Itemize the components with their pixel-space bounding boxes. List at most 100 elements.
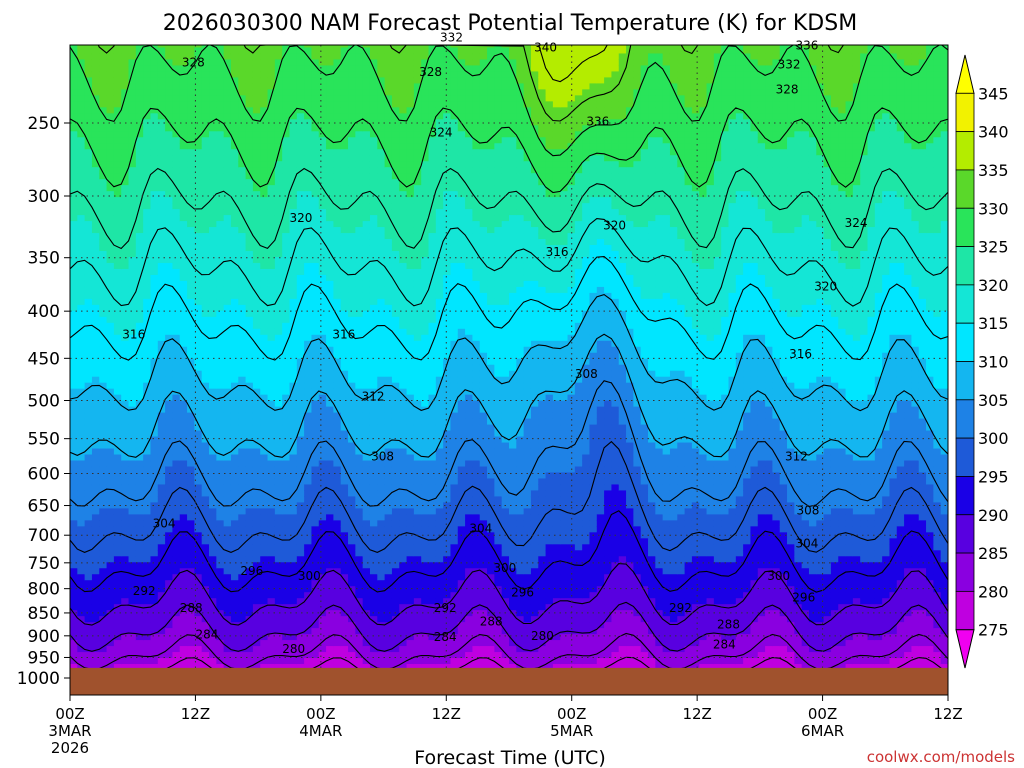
temperature-cell — [70, 664, 78, 671]
temperature-cell — [143, 556, 152, 563]
temperature-cell — [311, 149, 320, 156]
temperature-cell — [304, 520, 313, 527]
temperature-cell — [333, 77, 342, 84]
temperature-cell — [99, 430, 108, 438]
temperature-cell — [128, 89, 137, 96]
temperature-cell — [274, 376, 283, 384]
temperature-cell — [348, 47, 356, 55]
temperature-cell — [157, 346, 166, 354]
temperature-cell — [369, 538, 378, 545]
temperature-cell — [128, 137, 137, 144]
temperature-cell — [355, 310, 364, 318]
temperature-cell — [245, 400, 254, 408]
temperature-cell — [194, 59, 203, 67]
temperature-cell — [238, 598, 247, 605]
temperature-cell — [91, 634, 100, 641]
temperature-cell — [377, 556, 386, 563]
temperature-cell — [99, 155, 108, 162]
temperature-cell — [289, 502, 298, 509]
temperature-cell — [252, 514, 261, 521]
temperature-cell — [201, 143, 210, 150]
temperature-cell — [282, 622, 291, 629]
temperature-cell — [282, 448, 291, 456]
temperature-cell — [128, 538, 137, 545]
temperature-cell — [223, 610, 232, 617]
temperature-cell — [348, 268, 356, 276]
temperature-cell — [384, 143, 393, 150]
temperature-cell — [194, 556, 203, 563]
temperature-cell — [355, 352, 364, 360]
temperature-cell — [143, 478, 152, 486]
temperature-cell — [260, 460, 269, 468]
temperature-cell — [187, 53, 195, 61]
temperature-cell — [187, 616, 195, 623]
temperature-cell — [267, 245, 276, 252]
temperature-cell — [84, 430, 93, 438]
temperature-cell — [230, 364, 239, 372]
temperature-cell — [99, 628, 108, 635]
temperature-cell — [99, 304, 108, 312]
temperature-cell — [362, 221, 371, 228]
temperature-cell — [384, 125, 393, 132]
temperature-cell — [165, 233, 174, 240]
temperature-cell — [267, 484, 276, 492]
temperature-cell — [267, 89, 276, 96]
temperature-cell — [209, 598, 217, 605]
temperature-cell — [128, 143, 137, 150]
temperature-cell — [172, 215, 181, 222]
temperature-cell — [391, 382, 400, 390]
temperature-cell — [326, 83, 334, 90]
temperature-cell — [77, 448, 86, 456]
temperature-cell — [106, 532, 115, 539]
temperature-cell — [391, 430, 400, 438]
temperature-cell — [391, 107, 400, 114]
temperature-cell — [274, 274, 283, 282]
temperature-cell — [245, 310, 254, 318]
temperature-cell — [340, 274, 349, 282]
temperature-cell — [150, 532, 159, 539]
temperature-cell — [187, 334, 195, 342]
temperature-cell — [340, 280, 349, 288]
temperature-cell — [172, 155, 181, 162]
temperature-cell — [289, 149, 298, 156]
temperature-cell — [230, 604, 239, 611]
temperature-cell — [135, 304, 144, 312]
temperature-cell — [194, 424, 203, 432]
temperature-cell — [106, 191, 115, 198]
temperature-cell — [267, 508, 276, 515]
temperature-cell — [377, 304, 386, 312]
temperature-cell — [201, 424, 210, 432]
temperature-cell — [289, 568, 298, 575]
temperature-cell — [143, 280, 152, 288]
temperature-cell — [362, 466, 371, 474]
temperature-cell — [216, 472, 225, 480]
temperature-cell — [194, 101, 203, 108]
temperature-cell — [348, 161, 356, 168]
temperature-cell — [362, 316, 371, 324]
temperature-cell — [121, 36, 129, 43]
temperature-cell — [326, 592, 334, 599]
temperature-cell — [318, 604, 327, 611]
temperature-cell — [194, 406, 203, 414]
temperature-cell — [230, 119, 239, 126]
temperature-cell — [282, 646, 291, 653]
temperature-cell — [150, 592, 159, 599]
temperature-cell — [274, 466, 283, 474]
temperature-cell — [150, 262, 159, 270]
temperature-cell — [106, 101, 115, 108]
temperature-cell — [304, 113, 313, 120]
temperature-cell — [304, 233, 313, 240]
temperature-cell — [128, 221, 137, 228]
temperature-cell — [245, 215, 254, 222]
temperature-cell — [201, 340, 210, 348]
temperature-cell — [77, 478, 86, 486]
temperature-cell — [135, 256, 144, 264]
temperature-cell — [238, 346, 247, 354]
temperature-cell — [216, 280, 225, 288]
temperature-cell — [194, 310, 203, 318]
temperature-cell — [113, 550, 122, 557]
temperature-cell — [391, 352, 400, 360]
temperature-cell — [238, 472, 247, 480]
temperature-cell — [311, 227, 320, 234]
temperature-cell — [304, 346, 313, 354]
